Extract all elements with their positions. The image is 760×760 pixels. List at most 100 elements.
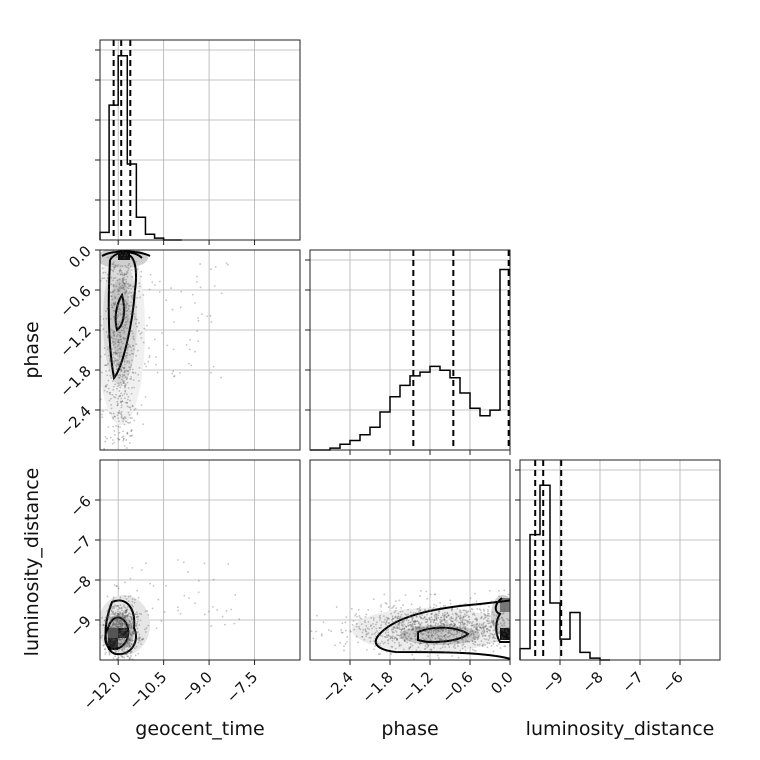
sample-point: [351, 623, 354, 626]
hist-bar: [136, 217, 145, 240]
sample-point: [423, 626, 425, 629]
sample-point: [427, 630, 429, 633]
sample-point: [110, 629, 112, 632]
panel-frame: [99, 39, 301, 241]
sample-point: [444, 621, 447, 623]
sample-point: [515, 621, 517, 623]
sample-point: [132, 621, 135, 624]
sample-point: [451, 633, 454, 636]
sample-point: [128, 472, 130, 474]
sample-point: [119, 620, 122, 623]
sample-point: [129, 633, 132, 635]
sample-point: [132, 632, 135, 634]
sample-point: [135, 661, 137, 663]
sample-point: [176, 606, 179, 609]
sample-point: [448, 631, 451, 634]
sample-point: [172, 348, 175, 351]
sample-point: [118, 366, 121, 369]
sample-point: [115, 634, 118, 637]
sample-point: [120, 269, 123, 272]
sample-point: [392, 606, 394, 608]
sample-point: [139, 296, 142, 299]
sample-point: [429, 618, 431, 621]
sample-point: [124, 606, 127, 609]
sample-point: [114, 252, 116, 255]
sample-point: [116, 211, 118, 213]
sample-point: [425, 618, 428, 621]
sample-point: [447, 614, 450, 617]
sample-point: [439, 638, 442, 641]
sample-point: [121, 615, 124, 617]
sample-point: [105, 616, 108, 619]
sample-point: [512, 622, 514, 624]
sample-point: [132, 620, 135, 623]
sample-point: [112, 362, 115, 365]
sample-point: [364, 628, 367, 631]
sample-point: [108, 631, 110, 634]
sample-point: [135, 631, 138, 634]
sample-point: [128, 615, 131, 618]
sample-point: [128, 406, 130, 408]
sample-point: [399, 610, 402, 613]
sample-point: [111, 636, 114, 639]
sample-point: [114, 357, 116, 360]
sample-point: [435, 628, 437, 631]
sample-point: [118, 637, 121, 640]
sample-point: [114, 635, 117, 638]
sample-point: [111, 348, 113, 351]
sample-point: [113, 627, 116, 630]
sample-point: [118, 611, 121, 613]
sample-point: [420, 616, 422, 619]
sample-point: [429, 621, 432, 624]
sample-point: [110, 256, 113, 259]
panel-frame: [309, 459, 511, 661]
sample-point: [127, 296, 130, 298]
sample-point: [121, 366, 124, 369]
sample-point: [117, 612, 120, 615]
sample-point: [457, 621, 460, 624]
sample-point: [126, 639, 129, 642]
sample-point: [492, 650, 495, 653]
sample-point: [126, 318, 129, 321]
sample-point: [124, 609, 127, 612]
sample-point: [121, 287, 124, 290]
sample-point: [127, 292, 130, 295]
sample-point: [190, 364, 193, 367]
sample-point: [442, 612, 444, 615]
sample-point: [483, 621, 485, 624]
sample-point: [173, 375, 176, 377]
sample-point: [453, 640, 456, 642]
sample-point: [129, 615, 132, 618]
sample-point: [109, 625, 112, 628]
sample-point: [131, 309, 134, 311]
sample-point: [112, 619, 115, 622]
sample-point: [420, 632, 423, 635]
sample-point: [462, 616, 465, 619]
hist-outline: [310, 268, 510, 451]
sample-point: [133, 315, 136, 318]
sample-point: [179, 372, 181, 374]
sample-point: [398, 643, 401, 646]
sample-point: [119, 636, 122, 638]
sample-point: [441, 630, 444, 633]
sample-point: [449, 616, 452, 619]
sample-point: [121, 361, 123, 364]
sample-point: [488, 629, 491, 632]
sample-point: [126, 432, 129, 435]
sample-point: [132, 633, 134, 636]
sample-point: [118, 438, 120, 441]
sample-point: [124, 634, 127, 637]
sample-point: [118, 438, 121, 441]
sample-point: [118, 341, 121, 344]
y-tick-label: −9: [66, 612, 94, 640]
sample-point: [130, 364, 133, 366]
sample-point: [110, 268, 113, 271]
sample-point: [131, 600, 134, 603]
sample-point: [129, 639, 132, 642]
sample-point: [467, 620, 470, 623]
sample-point: [124, 629, 127, 632]
sample-point: [116, 610, 119, 613]
sample-point: [149, 582, 151, 585]
sample-point: [398, 622, 401, 625]
sample-point: [516, 614, 518, 616]
